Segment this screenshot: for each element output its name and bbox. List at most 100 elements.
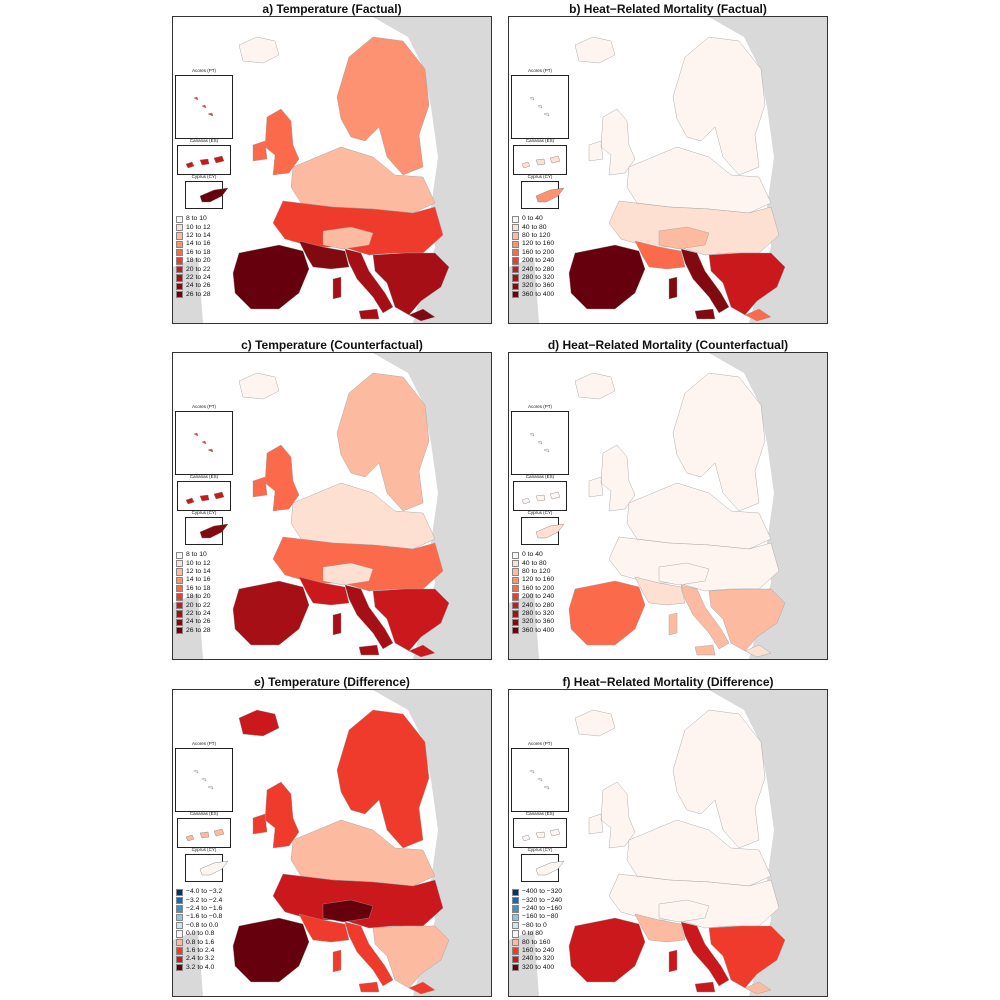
- legend-item: 16 to 18: [176, 249, 246, 257]
- map-panel-f: f) Heat−Related Mortality (Difference) Ac…: [508, 675, 828, 997]
- legend-swatch: [512, 568, 519, 576]
- legend-label: 80 to 120: [522, 231, 551, 239]
- region-balkans: [372, 252, 450, 316]
- region-outside: [173, 690, 491, 996]
- region-outside: [173, 17, 491, 323]
- panel-title: d) Heat−Related Mortality (Counterfactua…: [547, 338, 789, 352]
- map-frame: Acores (PT) Canarias (ES) Cyprus (CY) −4.0 …: [172, 689, 492, 997]
- legend-item: −160 to −80: [512, 913, 582, 922]
- legend-swatch: [512, 627, 519, 635]
- legend-item: 2.4 to 3.2: [176, 955, 246, 964]
- legend-swatch: [176, 896, 183, 905]
- legend-item: 8 to 10: [176, 551, 246, 559]
- inset-label: Canarias (ES): [525, 138, 555, 143]
- panel-title: c) Temperature (Counterfactual): [241, 338, 423, 352]
- region-iceland: [574, 372, 616, 400]
- legend-item: 160 to 200: [512, 585, 582, 593]
- legend-label: 12 to 14: [186, 231, 211, 239]
- legend-item: 26 to 28: [176, 627, 246, 635]
- legend-swatch: [512, 274, 519, 282]
- legend-item: 280 to 320: [512, 610, 582, 618]
- region-britain: [252, 781, 300, 849]
- legend-item: 14 to 16: [176, 240, 246, 249]
- europe-map: [173, 690, 491, 996]
- legend-label: −2.4 to −1.6: [186, 904, 223, 912]
- legend-swatch: [512, 282, 519, 291]
- legend-label: 200 to 240: [522, 257, 555, 265]
- inset-label: Cyprus (CY): [527, 847, 553, 852]
- legend-item: 0.0 to 0.8: [176, 930, 246, 938]
- legend-swatch: [512, 265, 519, 274]
- map-legend: 0 to 40 40 to 80 80 to 120 120 to 160 160 to…: [512, 215, 582, 299]
- legend-item: −2.4 to −1.6: [176, 905, 246, 913]
- legend-label: 14 to 16: [186, 240, 211, 248]
- region-scand: [672, 709, 766, 849]
- inset-map: [529, 769, 550, 790]
- inset-label: Cyprus (CY): [191, 510, 217, 515]
- region-scand: [672, 372, 766, 512]
- legend-label: −80 to 0: [522, 921, 547, 929]
- legend-item: 160 to 240: [512, 947, 582, 955]
- inset-cyprus: Cyprus (CY): [185, 510, 229, 545]
- region-italy: [332, 248, 394, 320]
- legend-swatch: [176, 282, 183, 291]
- inset-label: Cyprus (CY): [191, 174, 217, 179]
- legend-item: 40 to 80: [512, 223, 582, 232]
- legend-swatch: [176, 627, 183, 635]
- legend-label: −160 to −80: [522, 913, 559, 921]
- inset-region-azores: [529, 96, 550, 117]
- inset-map: [535, 523, 565, 539]
- legend-label: 320 to 360: [522, 282, 555, 290]
- legend-label: 2.4 to 3.2: [186, 955, 215, 963]
- legend-item: 22 to 24: [176, 610, 246, 618]
- legend-swatch: [176, 938, 183, 947]
- legend-item: 22 to 24: [176, 274, 246, 282]
- legend-label: 120 to 160: [522, 240, 555, 248]
- inset-region-canarias: [185, 491, 225, 505]
- legend-swatch: [512, 955, 519, 964]
- map-panel-e: e) Temperature (Difference) Acores (PT) Ca…: [172, 675, 492, 997]
- legend-swatch: [512, 257, 519, 265]
- legend-label: 8 to 10: [186, 215, 207, 223]
- inset-map: [521, 155, 561, 169]
- inset-map: [193, 769, 214, 790]
- inset-map: [199, 187, 229, 203]
- region-iceland: [238, 36, 280, 64]
- inset-azores: Acores (PT): [511, 68, 569, 139]
- region-italy: [332, 584, 394, 656]
- inset-region-azores: [193, 769, 214, 790]
- inset-label: Canarias (ES): [189, 138, 219, 143]
- legend-label: 12 to 14: [186, 567, 211, 575]
- legend-item: 240 to 280: [512, 601, 582, 610]
- legend-label: 40 to 80: [522, 559, 547, 567]
- region-north: [290, 819, 436, 887]
- legend-item: 280 to 320: [512, 274, 582, 282]
- legend-swatch: [176, 905, 183, 913]
- legend-label: −3.2 to −2.4: [186, 896, 223, 904]
- legend-label: 24 to 26: [186, 282, 211, 290]
- legend-label: 240 to 320: [522, 955, 555, 963]
- legend-swatch: [176, 265, 183, 274]
- legend-item: 40 to 80: [512, 559, 582, 568]
- region-britain: [588, 781, 636, 849]
- inset-label: Cyprus (CY): [527, 174, 553, 179]
- legend-label: 26 to 28: [186, 626, 211, 634]
- map-frame: Acores (PT) Canarias (ES) Cyprus (CY) 8 to …: [172, 352, 492, 660]
- legend-swatch: [176, 223, 183, 232]
- panel-title: e) Temperature (Difference): [254, 675, 410, 689]
- legend-item: 360 to 400: [512, 291, 582, 299]
- legend-swatch: [512, 610, 519, 618]
- region-balkans: [372, 925, 450, 989]
- inset-canarias: Canarias (ES): [513, 474, 567, 511]
- legend-swatch: [176, 291, 183, 299]
- region-italy: [668, 584, 730, 656]
- legend-item: 26 to 28: [176, 291, 246, 299]
- legend-label: 1.6 to 2.4: [186, 946, 215, 954]
- legend-label: 320 to 400: [522, 963, 555, 971]
- legend-swatch: [176, 232, 183, 240]
- legend-item: 120 to 160: [512, 240, 582, 249]
- region-north: [626, 146, 772, 214]
- inset-region-cyprus: [535, 187, 565, 203]
- map-legend: 8 to 10 10 to 12 12 to 14 14 to 16 16 to 18 1…: [176, 215, 246, 299]
- legend-label: −4.0 to −3.2: [186, 888, 223, 896]
